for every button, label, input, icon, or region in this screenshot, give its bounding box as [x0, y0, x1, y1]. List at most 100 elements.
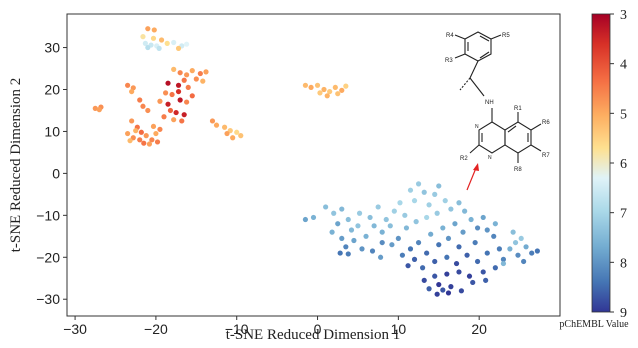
scatter-point	[96, 107, 102, 113]
scatter-point	[351, 237, 357, 244]
scatter-point	[387, 223, 393, 229]
scatter-point	[432, 273, 438, 279]
scatter-point	[154, 139, 161, 145]
svg-text:R2: R2	[460, 156, 468, 162]
scatter-point	[171, 66, 177, 72]
scatter-point	[158, 37, 165, 43]
scatter-point	[521, 258, 527, 265]
scatter-point	[421, 277, 427, 283]
scatter-point	[339, 235, 345, 242]
y-tick-label: 10	[44, 123, 60, 139]
scatter-point	[456, 269, 462, 275]
scatter-point	[129, 118, 135, 124]
scatter-point	[230, 135, 236, 141]
scatter-point	[138, 129, 144, 135]
scatter-point	[355, 223, 361, 229]
scatter-point	[444, 254, 450, 260]
scatter-point	[456, 244, 462, 250]
scatter-point	[529, 250, 535, 256]
scatter-point	[332, 84, 338, 91]
scatter-point	[369, 248, 376, 254]
scatter-point	[411, 198, 418, 204]
scatter-point	[221, 124, 228, 130]
x-tick-label: −20	[144, 321, 168, 337]
scatter-point	[405, 263, 411, 269]
scatter-point	[339, 206, 345, 212]
scatter-point	[458, 288, 464, 294]
scatter-point	[171, 39, 177, 46]
scatter-point	[337, 250, 343, 256]
scatter-point	[420, 265, 426, 271]
scatter-point	[171, 117, 177, 123]
svg-text:N: N	[488, 155, 492, 161]
scatter-point	[200, 78, 206, 84]
scatter-point	[209, 118, 216, 124]
svg-text:R8: R8	[514, 167, 522, 173]
scatter-point	[146, 141, 153, 147]
scatter-point	[179, 118, 185, 124]
scatter-point	[345, 251, 351, 257]
x-axis-ticks: −30 −20 −10 0 10 20	[63, 316, 487, 337]
svg-text:N: N	[475, 124, 479, 130]
scatter-point	[460, 229, 466, 235]
colorbar-tick-label: 5	[620, 107, 627, 122]
scatter-point	[234, 129, 240, 135]
scatter-point	[165, 80, 171, 86]
scatter-point	[129, 88, 135, 95]
colorbar-tick-label: 4	[620, 58, 627, 73]
scatter-point	[391, 208, 397, 214]
scatter-point	[308, 84, 314, 91]
scatter-point	[453, 260, 460, 267]
scatter-point	[379, 229, 385, 235]
scatter-point	[181, 112, 187, 118]
scatter-point	[480, 269, 486, 275]
scatter-point	[125, 82, 131, 88]
scatter-point	[343, 244, 349, 250]
scatter-point	[534, 248, 540, 254]
scatter-point	[395, 235, 401, 242]
scatter-point	[327, 88, 333, 95]
scatter-point	[224, 130, 230, 137]
scatter-point	[496, 246, 502, 252]
scatter-point	[343, 83, 349, 89]
molecule-structure	[454, 31, 542, 163]
scatter-point	[335, 221, 341, 227]
scatter-points	[92, 26, 540, 297]
scatter-point	[345, 216, 351, 223]
scatter-point	[153, 130, 159, 137]
scatter-point	[474, 258, 481, 265]
scatter-point	[445, 290, 452, 296]
x-tick-label: −30	[63, 321, 87, 337]
scatter-point	[474, 225, 481, 231]
y-tick-label: −30	[36, 291, 60, 307]
scatter-point	[339, 87, 345, 93]
plot-area	[66, 13, 561, 317]
x-tick-label: 0	[314, 321, 322, 337]
scatter-point	[175, 45, 182, 51]
scatter-point	[127, 138, 133, 144]
svg-text:R7: R7	[542, 153, 550, 159]
scatter-point	[456, 200, 462, 206]
scatter-point	[389, 242, 395, 248]
scatter-point	[510, 229, 516, 235]
scatter-point	[324, 93, 330, 99]
scatter-point	[413, 219, 419, 225]
scatter-point	[329, 229, 335, 235]
scatter-point	[407, 187, 414, 193]
colorbar-tick-label: 8	[620, 256, 627, 271]
scatter-point	[157, 126, 163, 132]
scatter-point	[484, 250, 490, 256]
scatter-point	[440, 287, 446, 293]
scatter-point	[156, 45, 162, 51]
scatter-point	[464, 252, 470, 258]
scatter-point	[518, 235, 524, 242]
y-tick-label: 30	[44, 40, 60, 56]
svg-text:R3: R3	[445, 58, 453, 64]
scatter-point	[428, 231, 434, 237]
scatter-point	[317, 90, 323, 96]
scatter-point	[302, 216, 309, 223]
scatter-point	[150, 35, 157, 41]
scatter-point	[302, 82, 309, 88]
scatter-point	[167, 107, 174, 114]
colorbar-tick-label: 7	[620, 207, 627, 222]
